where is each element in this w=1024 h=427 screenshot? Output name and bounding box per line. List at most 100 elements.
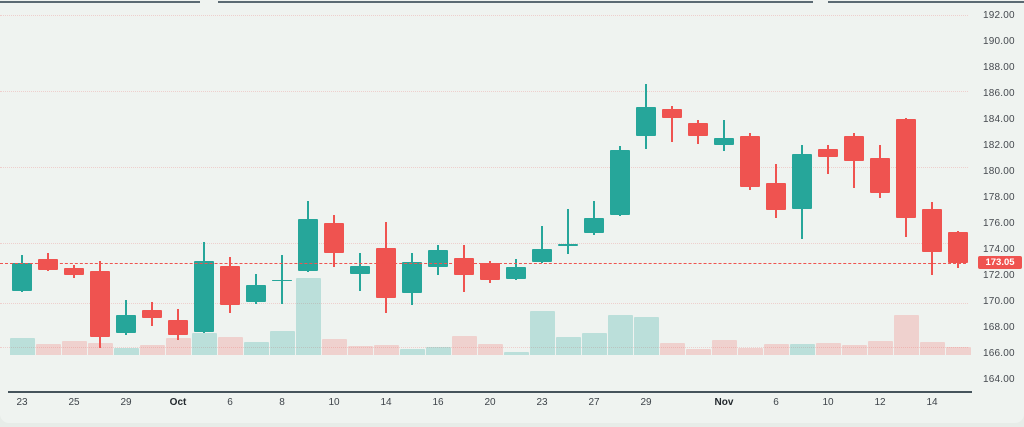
time-tick-label: Oct [169,397,187,408]
time-tick-label: 27 [588,397,600,408]
candle-body [792,154,812,209]
volume-bar [139,344,165,355]
volume-bar [737,348,763,355]
grid-line [0,91,968,92]
last-price-line [0,262,966,264]
volume-bar [659,342,685,355]
volume-bar [217,337,243,355]
volume-bar [243,341,269,355]
volume-bar [269,331,295,355]
grid-line [0,167,968,168]
volume-bar [607,314,633,355]
candle-body [350,265,370,274]
candle-wick [281,255,283,304]
time-tick-label: 6 [773,397,779,408]
candle-body [298,219,318,272]
candle-wick [671,105,673,143]
price-axis[interactable]: 173.05 192.00 190.00 188.00 186.00 184.00 182… [968,0,1024,391]
candle-body [272,279,292,281]
price-tick-label: 168.00 [983,322,1015,334]
candle-body [610,150,630,216]
candle-body [246,285,266,303]
candle-body [766,182,786,210]
time-tick-label: Nov [714,397,734,408]
chart-plot-area[interactable] [0,0,971,391]
price-tick-label: 186.00 [983,88,1015,100]
volume-bar [503,351,529,355]
grid-line [0,303,968,304]
candle-body [402,261,422,294]
grid-line [0,347,968,348]
time-tick-label: 29 [120,397,132,408]
price-tick-label: 178.00 [983,192,1015,204]
price-tick-label: 184.00 [983,114,1015,126]
volume-bar [711,340,737,355]
candle-body [168,320,188,335]
volume-bar [789,344,815,355]
time-tick-label: 16 [432,397,444,408]
grid-line [0,15,968,16]
candle-body [740,135,760,187]
candle-body [64,268,84,275]
time-tick-label: 8 [279,397,285,408]
time-axis[interactable]: 23 25 29 Oct 6 8 10 14 16 20 23 27 29 Nov 6 10 12 14 [0,391,1024,417]
time-tick-label: 6 [227,397,233,408]
candle-body [896,118,916,218]
candle-body [844,135,864,161]
volume-bar [61,341,87,355]
price-tick-label: 180.00 [983,166,1015,178]
time-tick-label: 29 [640,397,652,408]
window-top-border [828,1,1024,3]
candle-body [428,250,448,268]
volume-bar [633,317,659,355]
candle-body [376,247,396,299]
volume-bar [815,342,841,355]
volume-bar [451,335,477,355]
window-top-border [218,1,813,3]
price-tick-label: 170.00 [983,296,1015,308]
price-tick-label: 166.00 [983,348,1015,360]
volume-bar [165,338,191,355]
candle-wick [723,120,725,152]
volume-bar [373,344,399,355]
candle-wick [853,133,855,188]
candle-wick [827,144,829,174]
price-tick-label: 176.00 [983,218,1015,230]
volume-bar [35,344,61,355]
time-tick-label: 14 [926,397,938,408]
candle-body [948,232,968,263]
candle-body [194,260,214,333]
volume-bar [87,342,113,355]
price-tick-label: 188.00 [983,62,1015,74]
volume-bar [867,341,893,355]
volume-bar [321,338,347,355]
time-tick-label: 23 [16,397,28,408]
candle-wick [567,208,569,255]
volume-bar [399,348,425,355]
volume-bar [9,338,35,355]
candle-body [870,157,890,194]
candle-body [90,271,110,338]
volume-bar [191,332,217,355]
price-tick-label: 182.00 [983,140,1015,152]
time-tick-label: 14 [380,397,392,408]
time-tick-label: 23 [536,397,548,408]
last-price-badge: 173.05 [978,256,1022,270]
volume-bar [685,348,711,355]
volume-bar [919,341,945,355]
volume-bar [763,344,789,355]
volume-bar [945,347,971,355]
time-axis-line [8,391,972,393]
candle-body [324,222,344,253]
volume-bar [555,337,581,355]
candle-body [142,310,162,318]
candle-body [558,244,578,246]
volume-bar [841,344,867,355]
price-tick-label: 190.00 [983,36,1015,48]
candle-body [922,208,942,252]
volume-bar [581,332,607,355]
candle-body [38,259,58,270]
price-tick-label: 192.00 [983,10,1015,22]
